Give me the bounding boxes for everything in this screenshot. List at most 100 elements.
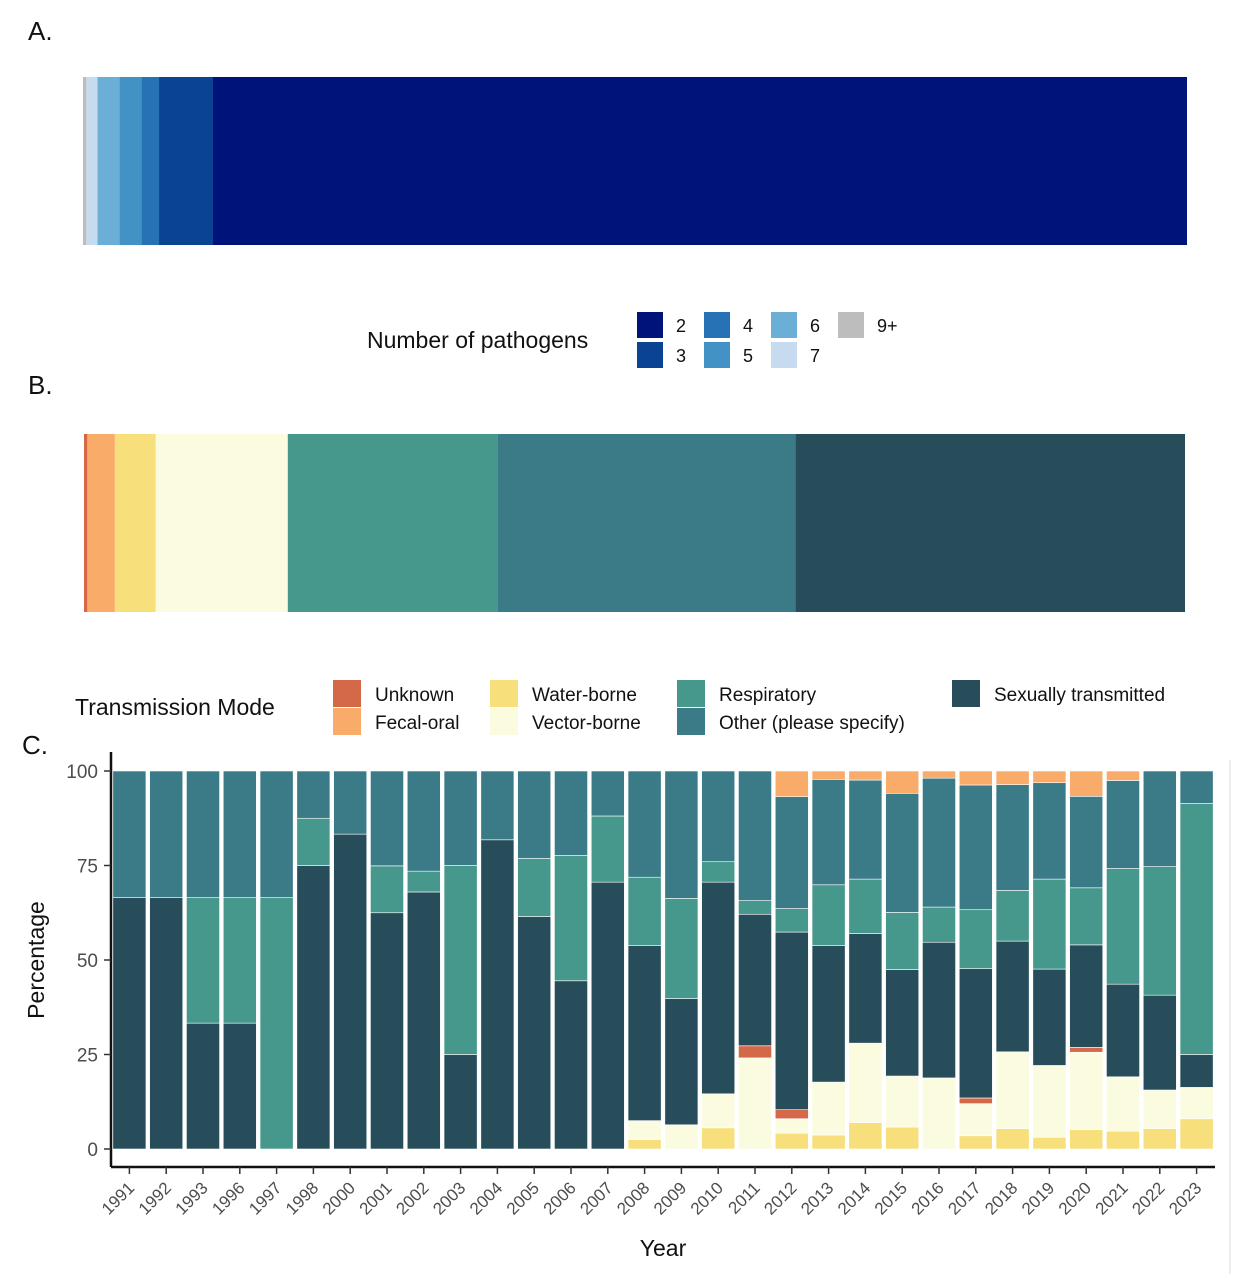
bar-2018-other-please-specify <box>995 784 1030 891</box>
bar-2017-vector-borne <box>958 1103 993 1137</box>
bar-2011-other-please-specify <box>738 770 772 901</box>
legend-a-label-7: 7 <box>810 346 820 366</box>
bar-2014-other-please-specify <box>848 779 883 880</box>
bar-2013-vector-borne <box>811 1081 846 1136</box>
bar-2012-water-borne <box>774 1132 809 1150</box>
bar-2016-respiratory <box>922 906 956 943</box>
bar-2012-fecal-oral <box>774 770 809 798</box>
legend-a-label-5: 5 <box>743 346 753 366</box>
bar-2017-fecal-oral <box>958 770 993 786</box>
bar-2011-vector-borne <box>738 1057 772 1150</box>
segment-2 <box>213 77 1188 245</box>
bar-2001-other-please-specify <box>370 770 404 867</box>
bar-2021-respiratory <box>1106 868 1140 985</box>
legend-b-label-other-please-specify: Other (please specify) <box>719 713 905 734</box>
bar-2008-other-please-specify <box>627 770 662 878</box>
legend-a-label-4: 4 <box>743 316 753 336</box>
bar-2017-other-please-specify <box>958 784 993 911</box>
bar-2006-respiratory <box>554 854 588 982</box>
bar-2007-respiratory <box>590 815 625 883</box>
x-tick-label-2009: 2009 <box>650 1178 690 1218</box>
bar-2005-respiratory <box>517 858 552 917</box>
segment-7 <box>86 77 98 245</box>
bar-1993-sexually-transmitted <box>186 1022 220 1150</box>
bar-2008-respiratory <box>627 876 662 946</box>
bar-2008-vector-borne <box>627 1120 662 1140</box>
bar-2003-other-please-specify <box>443 770 478 866</box>
legend-b-key-respiratory <box>677 680 705 707</box>
bar-2018-sexually-transmitted <box>995 940 1030 1053</box>
legend-b-title: Transmission Mode <box>75 694 275 720</box>
y-axis-title: Percentage <box>23 901 49 1019</box>
bar-2012-respiratory <box>774 908 809 933</box>
bar-2008-water-borne <box>627 1139 662 1150</box>
legend-b-label-respiratory: Respiratory <box>719 685 817 706</box>
bar-2022-vector-borne <box>1142 1089 1177 1129</box>
bar-2005-other-please-specify <box>517 770 552 859</box>
legend-a-key-4 <box>704 312 730 338</box>
bar-2013-sexually-transmitted <box>811 945 846 1083</box>
panel-b-stacked-bar <box>84 434 1185 612</box>
legend-number-of-pathogens: Number of pathogens 2 3 4 5 6 7 9+ <box>367 312 898 368</box>
bar-2023-vector-borne <box>1179 1087 1214 1120</box>
legend-b-key-sexually-transmitted <box>952 680 980 707</box>
bar-1997-respiratory <box>259 897 294 1150</box>
bar-2021-vector-borne <box>1106 1076 1140 1132</box>
panel-a-stacked-bar <box>83 77 1188 245</box>
bar-2021-water-borne <box>1106 1130 1140 1150</box>
bar-2017-unknown <box>958 1097 993 1104</box>
x-tick-label-2005: 2005 <box>503 1178 543 1218</box>
y-tick-label-50: 50 <box>77 951 98 972</box>
x-tick-label-2012: 2012 <box>760 1178 800 1218</box>
bar-2010-respiratory <box>701 861 736 883</box>
x-tick-label-1991: 1991 <box>98 1178 138 1218</box>
bar-2009-sexually-transmitted <box>664 998 699 1126</box>
y-tick-label-75: 75 <box>77 857 98 878</box>
bar-2002-other-please-specify <box>406 770 441 872</box>
bar-2002-respiratory <box>406 870 441 893</box>
y-tick-label-0: 0 <box>87 1140 98 1161</box>
x-tick-label-2015: 2015 <box>871 1178 911 1218</box>
bar-2016-vector-borne <box>922 1077 956 1150</box>
bar-2018-respiratory <box>995 890 1030 942</box>
segment-3 <box>159 77 214 245</box>
bar-2022-water-borne <box>1142 1128 1177 1150</box>
bar-2015-other-please-specify <box>885 793 920 913</box>
segment-5 <box>119 77 142 245</box>
panel-b-label: B. <box>28 370 53 400</box>
x-tick-label-2022: 2022 <box>1128 1178 1168 1218</box>
x-tick-label-2001: 2001 <box>356 1178 396 1218</box>
bar-2009-respiratory <box>664 898 699 999</box>
bar-2005-sexually-transmitted <box>517 916 552 1150</box>
bar-2023-other-please-specify <box>1179 770 1214 804</box>
bar-2000-other-please-specify <box>333 770 368 835</box>
bar-2020-fecal-oral <box>1069 770 1104 797</box>
legend-b-label-unknown: Unknown <box>375 685 454 706</box>
legend-a-label-2: 2 <box>676 316 686 336</box>
bar-2022-respiratory <box>1142 866 1177 996</box>
x-tick-label-2004: 2004 <box>466 1178 506 1218</box>
x-tick-label-2003: 2003 <box>429 1178 469 1218</box>
segment-other-please-specify <box>497 434 796 612</box>
x-tick-label-2021: 2021 <box>1092 1178 1132 1218</box>
legend-a-label-6: 6 <box>810 316 820 336</box>
x-tick-label-1997: 1997 <box>245 1178 285 1218</box>
legend-a-label-3: 3 <box>676 346 686 366</box>
legend-a-label-9: 9+ <box>877 316 898 336</box>
bar-2009-other-please-specify <box>664 770 699 899</box>
bar-2023-respiratory <box>1179 803 1214 1055</box>
bar-2021-other-please-specify <box>1106 780 1140 869</box>
bar-2006-sexually-transmitted <box>554 980 588 1150</box>
bar-2019-other-please-specify <box>1032 782 1067 880</box>
legend-b-key-other-please-specify <box>677 708 705 735</box>
segment-sexually-transmitted <box>795 434 1185 612</box>
legend-a-key-7 <box>771 342 797 368</box>
x-tick-label-1993: 1993 <box>172 1178 212 1218</box>
bar-2002-sexually-transmitted <box>406 891 441 1150</box>
x-tick-label-2000: 2000 <box>319 1178 359 1218</box>
bar-2009-vector-borne <box>664 1124 699 1150</box>
legend-a-key-3 <box>637 342 663 368</box>
bar-2010-other-please-specify <box>701 770 736 863</box>
bar-2012-sexually-transmitted <box>774 931 809 1110</box>
bar-1992-other-please-specify <box>149 770 184 898</box>
